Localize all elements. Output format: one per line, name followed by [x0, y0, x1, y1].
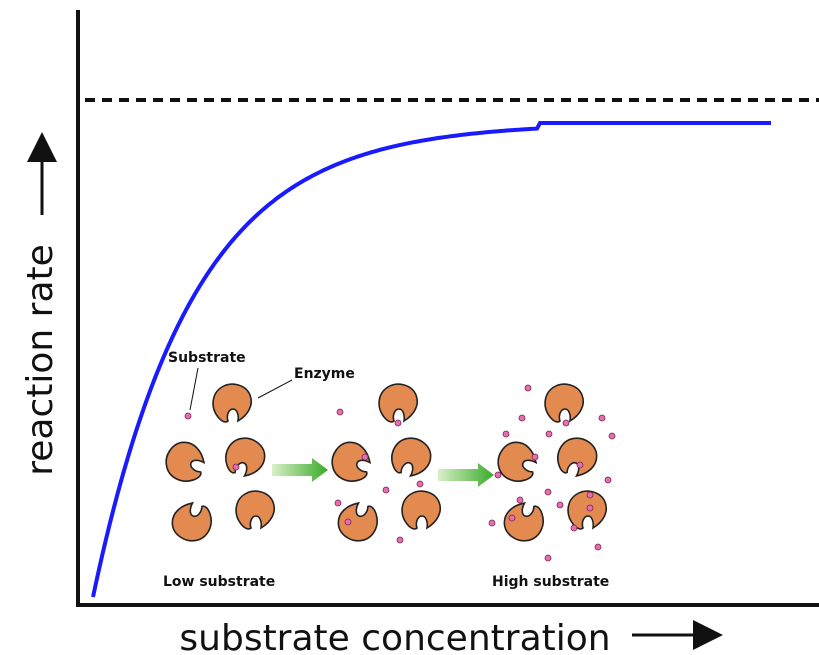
substrate: [362, 454, 368, 460]
substrate: [545, 489, 551, 495]
substrate: [532, 454, 538, 460]
substrate: [395, 420, 401, 426]
substrate: [517, 497, 523, 503]
substrate: [563, 420, 569, 426]
substrate: [605, 477, 611, 483]
page: reaction rate substrate concentration Su…: [0, 0, 819, 655]
substrate: [587, 505, 593, 511]
enzyme-label: Enzyme: [294, 366, 355, 382]
enzyme: [221, 433, 270, 482]
substrate: [397, 537, 403, 543]
step-arrow: [272, 458, 328, 482]
substrate: [503, 431, 509, 437]
substrate: [557, 502, 563, 508]
substrate: [509, 515, 515, 521]
leader: [258, 380, 292, 398]
substrate: [571, 525, 577, 531]
substrate: [599, 415, 605, 421]
substrate: [345, 519, 351, 525]
substrate: [337, 409, 343, 415]
substrate: [233, 464, 239, 470]
substrate: [519, 415, 525, 421]
substrate-label: Substrate: [168, 350, 246, 366]
enzyme: [553, 433, 602, 482]
substrate: [546, 431, 552, 437]
substrate: [335, 500, 341, 506]
x-axis-label: substrate concentration: [179, 618, 610, 655]
substrate: [609, 433, 615, 439]
substrate: [545, 555, 551, 561]
substrate: [185, 413, 191, 419]
y-axis-label: reaction rate: [20, 244, 61, 476]
enzyme: [167, 498, 216, 547]
substrate: [417, 481, 423, 487]
enzyme: [327, 437, 376, 486]
substrate: [495, 472, 501, 478]
enzyme: [379, 384, 417, 422]
enzyme: [161, 437, 210, 486]
low-label: Low substrate: [163, 574, 275, 590]
illustration: [161, 384, 615, 561]
substrate: [595, 544, 601, 550]
enzyme: [236, 491, 274, 529]
diagram: reaction rate substrate concentration Su…: [0, 0, 819, 655]
substrate: [489, 520, 495, 526]
enzyme: [387, 433, 436, 482]
substrate: [577, 462, 583, 468]
enzyme: [402, 491, 440, 529]
enzyme: [493, 437, 542, 486]
substrate: [383, 487, 389, 493]
substrate: [587, 492, 593, 498]
step-arrow: [438, 463, 494, 487]
substrate: [525, 385, 531, 391]
high-label: High substrate: [492, 574, 609, 590]
enzyme: [499, 498, 548, 547]
enzyme: [545, 384, 583, 422]
enzyme: [213, 384, 251, 422]
leader: [190, 368, 198, 410]
